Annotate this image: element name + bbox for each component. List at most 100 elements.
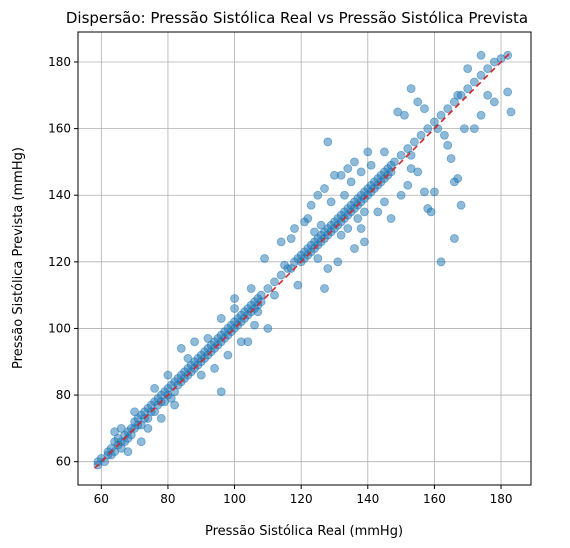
y-axis-ticks: 60 80 100 120 140 160 180 bbox=[48, 55, 78, 469]
scatter-point bbox=[363, 147, 373, 157]
scatter-point bbox=[476, 70, 486, 80]
scatter-point bbox=[306, 200, 316, 210]
x-tick-label: 120 bbox=[290, 492, 313, 506]
scatter-point bbox=[343, 164, 353, 173]
scatter-point bbox=[203, 334, 213, 343]
scatter-point bbox=[263, 324, 273, 333]
x-tick-label: 140 bbox=[356, 492, 379, 506]
scatter-point bbox=[476, 50, 486, 60]
scatter-point bbox=[190, 337, 199, 347]
scatter-point bbox=[196, 370, 206, 380]
scatter-point bbox=[416, 130, 426, 140]
scatter-point bbox=[343, 224, 353, 233]
scatter-point bbox=[123, 447, 133, 457]
scatter-point bbox=[323, 264, 333, 273]
scatter-point bbox=[156, 413, 166, 423]
scatter-point bbox=[336, 230, 346, 240]
scatter-point bbox=[216, 314, 226, 323]
scatter-point bbox=[453, 90, 463, 100]
scatter-point bbox=[290, 224, 299, 233]
y-tick-label: 160 bbox=[48, 122, 71, 136]
scatter-point bbox=[150, 384, 160, 393]
scatter-point bbox=[170, 400, 179, 410]
scatter-point bbox=[360, 207, 369, 217]
y-tick-label: 140 bbox=[48, 188, 71, 202]
scatter-point bbox=[280, 260, 289, 270]
x-tick-label: 60 bbox=[94, 492, 109, 506]
scatter-point bbox=[390, 157, 399, 167]
scatter-point bbox=[463, 84, 473, 94]
scatter-point bbox=[136, 437, 146, 447]
scatter-point bbox=[420, 187, 429, 197]
scatter-point bbox=[439, 130, 449, 140]
reference-line bbox=[94, 51, 512, 469]
scatter-point bbox=[176, 344, 186, 353]
scatter-point bbox=[303, 214, 313, 223]
scatter-point bbox=[236, 337, 246, 347]
scatter-point bbox=[393, 107, 403, 117]
scatter-point bbox=[386, 214, 396, 223]
scatter-point bbox=[396, 190, 406, 200]
y-axis-label: Pressão Sistólica Prevista (mmHg) bbox=[11, 147, 26, 369]
scatter-point bbox=[436, 110, 446, 120]
scatter-point bbox=[110, 427, 120, 437]
y-tick-label: 100 bbox=[48, 321, 71, 335]
scatter-point bbox=[476, 110, 486, 120]
scatter-point bbox=[406, 84, 416, 94]
scatter-point bbox=[413, 97, 423, 107]
scatter-point bbox=[430, 187, 439, 197]
x-axis-ticks: 60 80 100 120 140 160 180 bbox=[94, 485, 512, 506]
scatter-point bbox=[423, 124, 433, 133]
scatter-point bbox=[286, 234, 296, 243]
scatter-point bbox=[410, 137, 419, 147]
scatter-point bbox=[456, 200, 466, 210]
plot-frame bbox=[77, 31, 532, 486]
scatter-point bbox=[360, 237, 369, 247]
scatter-point bbox=[320, 184, 329, 193]
scatter-point bbox=[326, 197, 336, 207]
scatter-point bbox=[463, 64, 473, 74]
y-tick-label: 180 bbox=[48, 55, 71, 69]
scatter-point bbox=[270, 277, 279, 287]
scatter-point bbox=[276, 270, 286, 280]
scatter-point bbox=[469, 77, 479, 87]
scatter-point bbox=[380, 197, 389, 207]
scatter-points bbox=[93, 50, 516, 470]
scatter-point bbox=[356, 167, 366, 177]
x-tick-label: 80 bbox=[160, 492, 175, 506]
scatter-point bbox=[353, 214, 363, 223]
y-tick-label: 80 bbox=[56, 388, 71, 402]
scatter-point bbox=[263, 284, 273, 293]
scatter-point bbox=[320, 284, 329, 293]
scatter-point bbox=[293, 280, 303, 290]
scatter-point bbox=[316, 220, 326, 230]
x-axis-label: Pressão Sistólica Real (mmHg) bbox=[205, 524, 403, 539]
chart-title: Dispersão: Pressão Sistólica Real vs Pre… bbox=[66, 9, 528, 27]
scatter-point bbox=[323, 137, 333, 147]
scatter-point bbox=[246, 284, 256, 293]
scatter-point bbox=[443, 140, 453, 150]
scatter-point bbox=[143, 423, 153, 433]
scatter-point bbox=[420, 104, 429, 114]
x-tick-label: 160 bbox=[423, 492, 446, 506]
scatter-point bbox=[446, 154, 456, 163]
scatter-point bbox=[459, 124, 469, 133]
y-tick-label: 120 bbox=[48, 255, 71, 269]
scatter-point bbox=[313, 254, 323, 263]
scatter-point bbox=[313, 190, 323, 200]
scatter-point bbox=[223, 350, 233, 360]
scatter-point bbox=[270, 290, 279, 300]
scatter-point bbox=[469, 124, 479, 133]
x-tick-label: 100 bbox=[223, 492, 246, 506]
scatter-point bbox=[483, 64, 493, 74]
scatter-point bbox=[443, 104, 453, 114]
scatter-point bbox=[503, 87, 513, 97]
scatter-point bbox=[366, 160, 376, 170]
scatter-point bbox=[276, 237, 286, 247]
scatter-point bbox=[130, 407, 140, 417]
scatter-point bbox=[163, 370, 173, 380]
scatter-point bbox=[346, 177, 356, 187]
scatter-point bbox=[216, 387, 226, 397]
scatter-point bbox=[253, 307, 263, 317]
